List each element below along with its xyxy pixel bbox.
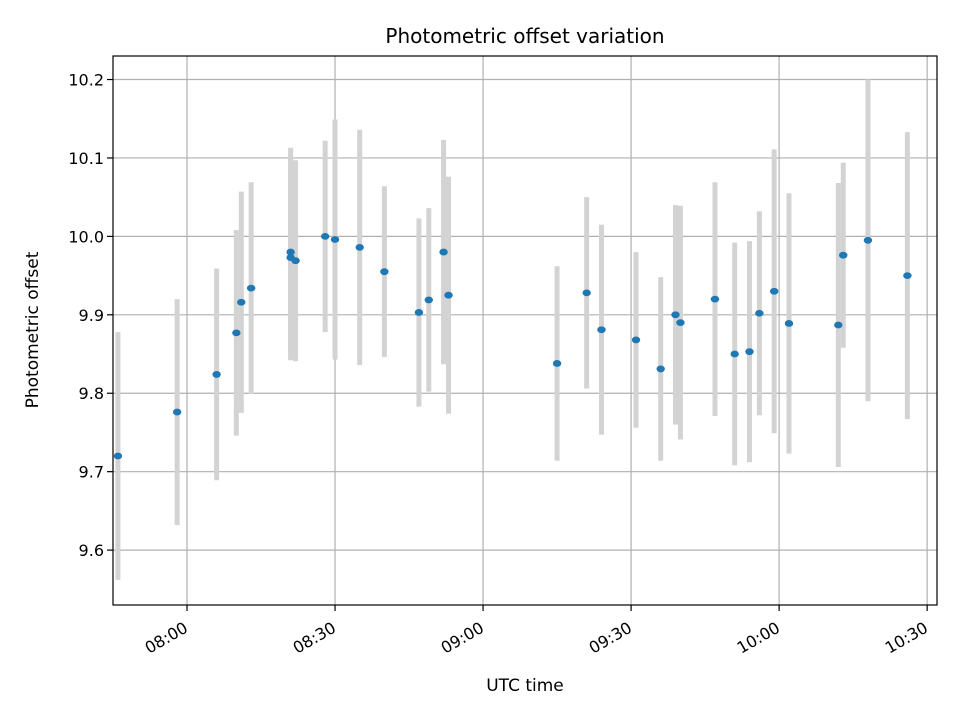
y-axis-label: Photometric offset xyxy=(23,251,43,408)
data-point xyxy=(631,336,641,344)
y-tick-label: 10.0 xyxy=(68,227,104,246)
data-point xyxy=(424,296,433,304)
y-tick-label: 9.9 xyxy=(79,306,104,325)
data-point xyxy=(330,236,340,243)
data-point xyxy=(291,257,300,265)
data-point xyxy=(903,272,912,279)
x-tick-label: 09:00 xyxy=(438,618,487,658)
data-point xyxy=(414,309,424,316)
x-tick-label: 10:00 xyxy=(734,618,783,658)
x-tick-label: 08:00 xyxy=(142,618,191,658)
data-point xyxy=(656,365,665,373)
data-point xyxy=(232,329,241,337)
x-axis-label: UTC time xyxy=(486,676,564,696)
chart-title: Photometric offset variation xyxy=(385,24,664,48)
data-point xyxy=(745,348,754,356)
data-point xyxy=(834,321,843,329)
data-point xyxy=(237,298,246,306)
data-point xyxy=(839,251,848,259)
data-point xyxy=(863,236,873,244)
data-point xyxy=(676,319,685,327)
data-point xyxy=(769,287,779,295)
y-tick-label: 10.2 xyxy=(68,71,104,90)
y-tick-label: 9.7 xyxy=(79,463,104,482)
x-axis-ticks: 08:00 08:30 09:00 09:30 10:00 10:30 xyxy=(142,605,931,658)
data-point xyxy=(172,408,182,416)
data-point xyxy=(246,284,256,292)
y-tick-label: 10.1 xyxy=(68,149,104,168)
data-point xyxy=(439,248,448,256)
data-point xyxy=(755,309,764,317)
x-tick-label: 08:30 xyxy=(290,618,339,658)
data-point xyxy=(784,320,794,327)
data-point xyxy=(582,289,591,297)
y-axis-ticks: 9.6 9.7 9.8 9.9 10.0 10.1 10.2 xyxy=(68,71,113,560)
y-tick-label: 9.8 xyxy=(79,384,104,403)
data-point xyxy=(380,268,389,276)
data-point xyxy=(212,371,221,378)
y-tick-label: 9.6 xyxy=(79,541,104,560)
x-tick-label: 09:30 xyxy=(586,618,635,658)
data-points xyxy=(113,232,912,460)
plot-frame xyxy=(112,55,938,606)
data-point xyxy=(320,232,330,240)
data-point xyxy=(552,360,562,367)
data-point xyxy=(113,452,123,460)
data-point xyxy=(355,243,364,251)
data-point xyxy=(671,311,680,319)
data-point xyxy=(597,326,606,334)
data-point xyxy=(444,291,453,299)
data-point xyxy=(710,295,720,303)
data-point xyxy=(730,350,739,358)
x-tick-label: 10:30 xyxy=(882,618,931,658)
data-point xyxy=(286,248,295,256)
